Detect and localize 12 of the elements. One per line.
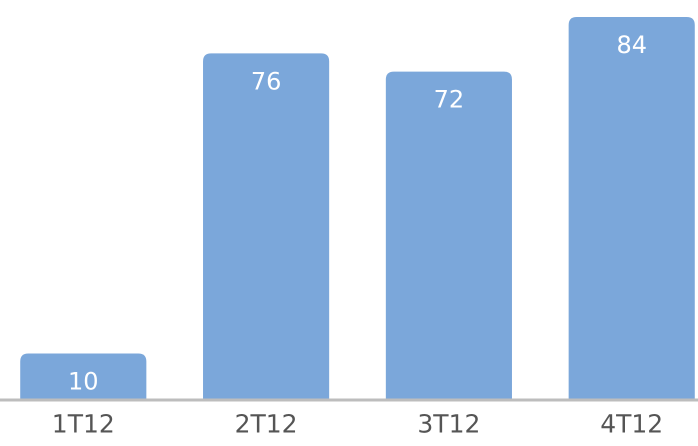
bar [386, 72, 512, 399]
bar [20, 354, 146, 399]
bar [203, 53, 330, 399]
x-tick-label: 4T12 [600, 410, 664, 438]
bar [568, 17, 695, 399]
data-label: 72 [434, 86, 464, 114]
data-label: 76 [250, 67, 282, 96]
x-tick-label: 2T12 [234, 410, 298, 438]
data-label: 10 [68, 368, 99, 396]
data-label: 84 [616, 31, 647, 59]
x-tick-label: 3T12 [417, 410, 480, 438]
x-tick-label: 1T12 [52, 410, 115, 438]
